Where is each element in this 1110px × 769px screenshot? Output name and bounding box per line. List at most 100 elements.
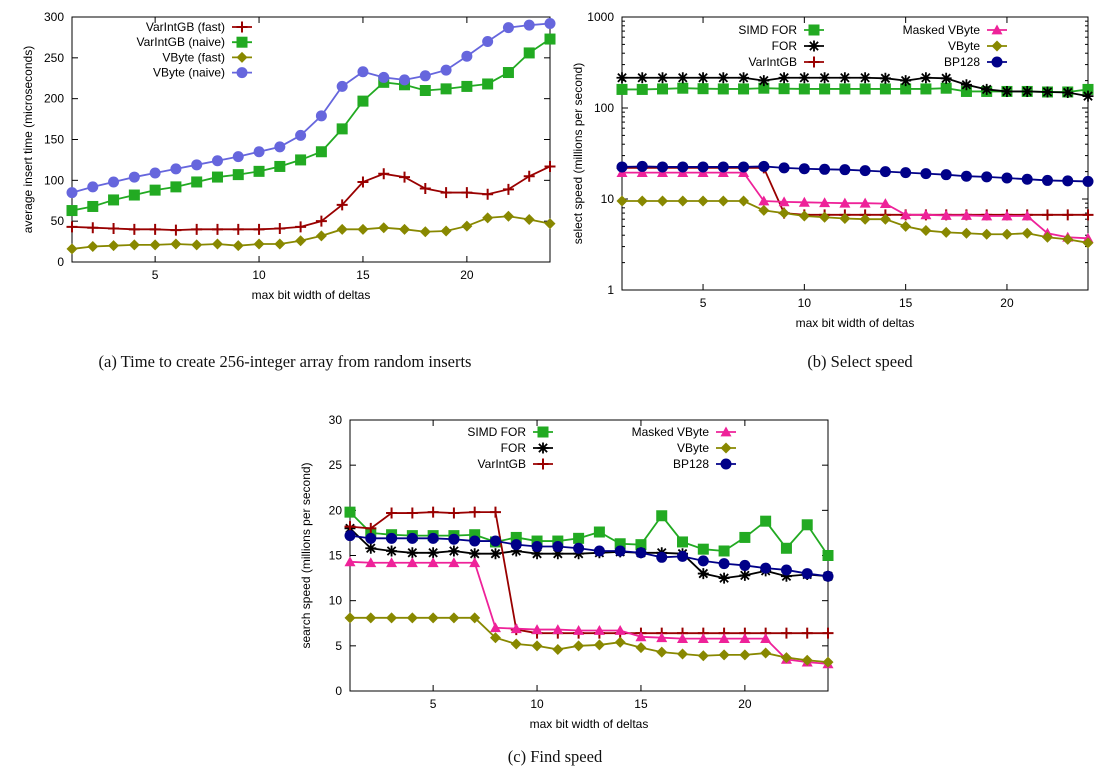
chart-b-series-1-point — [677, 72, 689, 84]
chart-c-series-0-point — [510, 531, 522, 543]
chart-a-series-2-point — [440, 225, 452, 237]
chart-a-series-2-point — [87, 240, 99, 252]
chart-a-series-2-point — [211, 238, 223, 250]
chart-b-series-1-point — [738, 72, 750, 84]
chart-a-series-2-point — [399, 223, 411, 235]
chart-c-series-3-point — [427, 557, 439, 568]
chart-c-series-1-point — [406, 547, 418, 559]
chart-a-series-0-point — [502, 183, 514, 195]
chart-a-series-0-point — [357, 176, 369, 188]
chart-b-series-5-point — [636, 160, 648, 172]
chart-c-series-2-point — [406, 507, 418, 519]
chart-a-series-2-point — [461, 220, 473, 232]
chart-a-series-0-point — [170, 224, 182, 236]
chart-b-series-1-point — [697, 72, 709, 84]
chart-c-series-4-point — [697, 650, 709, 662]
chart-c-series-0-point — [822, 550, 834, 561]
caption-c: (c) Find speed — [507, 747, 603, 766]
chart-c-series-4-point — [531, 640, 543, 652]
chart-panel-b: 1 10 100 1000 5 10 15 20 max bit width of deltas… — [560, 0, 1110, 380]
chart-a-xtick-label: 5 — [152, 268, 159, 282]
chart-c-series-5-point — [801, 568, 813, 580]
chart-a-legend-label: VarIntGB (fast) — [146, 20, 225, 34]
chart-b-series-3-point — [798, 196, 810, 207]
chart-b-xtick-label: 20 — [1000, 296, 1014, 310]
chart-b-series-5-point — [677, 161, 689, 173]
chart-c-series-1-point — [531, 548, 543, 560]
chart-c-series-5-point — [573, 542, 585, 554]
chart-c-legend-marker — [720, 458, 732, 470]
chart-a-series-1-point — [87, 200, 99, 212]
chart-b-series-0-point — [920, 83, 932, 95]
chart-b-series-5-point — [697, 161, 709, 173]
chart-c-series-3-point — [489, 622, 501, 633]
chart-a-ytick-label: 100 — [44, 173, 64, 187]
chart-b-series-3-point — [636, 167, 648, 178]
chart-c-series-3-point — [614, 624, 626, 635]
chart-b-series-5-point — [1062, 175, 1074, 187]
chart-b-series-5-point — [717, 161, 729, 173]
chart-c-ytick-label: 10 — [329, 594, 343, 608]
chart-c-series-4-point — [593, 639, 605, 651]
chart-c-series-3-point — [448, 557, 460, 568]
chart-c-legend-label: VByte — [677, 441, 709, 455]
chart-b-series-1-point — [920, 72, 932, 84]
chart-a-series-2-point — [274, 238, 286, 250]
chart-a-series-0-point — [295, 221, 307, 233]
chart-panel-c: 0 5 10 15 20 25 30 5 10 15 20 max bit width of delt… — [280, 400, 840, 769]
chart-b-series-3-point — [981, 210, 993, 221]
chart-c-series-0-point — [469, 529, 481, 541]
chart-a-series-2-point — [108, 240, 120, 252]
chart-c-series-1-point — [489, 548, 501, 560]
chart-b-ytick-label: 1 — [607, 283, 614, 297]
chart-c-series-4 — [344, 612, 834, 668]
chart-c-series-2-point — [822, 627, 834, 639]
chart-a-ytick-label: 150 — [44, 133, 64, 147]
chart-a-series-3-point — [502, 22, 514, 34]
chart-b-series-5-point — [798, 163, 810, 175]
chart-c-frame — [349, 419, 829, 692]
chart-c-series-0-point — [677, 536, 689, 548]
chart-a-series-1-point — [108, 194, 120, 206]
chart-a-series-0-point — [523, 170, 535, 182]
chart-c-series-0-point — [344, 506, 356, 518]
chart-b-svg: 1 10 100 1000 5 10 15 20 max bit width of deltas… — [571, 10, 1094, 330]
chart-c-series-1-point — [510, 545, 522, 557]
chart-c-legend-label: FOR — [501, 441, 527, 455]
chart-a-series-3-point — [336, 80, 348, 92]
chart-b-series-5-point — [778, 162, 790, 174]
chart-c-series-1-point — [739, 569, 751, 581]
chart-c-series-3-line — [349, 560, 829, 665]
chart-a-series-1-point — [253, 165, 265, 177]
chart-a-legend: VarIntGB (fast)VarIntGB (naive)VByte (fa… — [137, 20, 252, 80]
chart-b-series-0-point — [879, 83, 891, 95]
chart-b-series-2-line — [622, 166, 1088, 216]
chart-a-legend-marker — [236, 67, 248, 79]
chart-a-ytick-label: 300 — [44, 10, 64, 24]
caption-a: (a) Time to create 256-integer array fro… — [98, 352, 472, 371]
chart-a-series-2-point — [523, 214, 535, 226]
chart-a-legend-marker — [236, 51, 248, 63]
chart-b-series-4-point — [859, 213, 871, 225]
chart-c-series-3-point — [406, 557, 418, 568]
chart-b-series-0-point — [677, 82, 689, 94]
chart-b-series-5-point — [616, 161, 628, 173]
chart-c-series-5-point — [718, 558, 730, 570]
chart-b-series-1-point — [859, 72, 871, 84]
chart-b-series-1-point — [1082, 90, 1094, 102]
chart-a-ytick-label: 50 — [51, 214, 65, 228]
chart-c-legend-label: SIMD FOR — [467, 425, 526, 439]
chart-b-legend-marker — [808, 40, 820, 52]
chart-c-ytick-label: 25 — [329, 458, 343, 472]
chart-b-series-4-line — [622, 200, 1089, 244]
chart-c-series-2-point — [448, 507, 460, 519]
chart-a-series-3-point — [378, 71, 390, 83]
chart-b-series-0-point — [778, 83, 790, 95]
chart-b-legend-label: Masked VByte — [903, 23, 981, 37]
chart-b-series-1-point — [717, 72, 729, 84]
chart-b-xlabel: max bit width of deltas — [796, 316, 915, 330]
chart-c-series-3-point — [365, 557, 377, 568]
chart-c-series-3-point — [635, 631, 647, 642]
chart-b-series-0-point — [758, 82, 770, 94]
chart-c-series-4-line — [350, 616, 829, 663]
